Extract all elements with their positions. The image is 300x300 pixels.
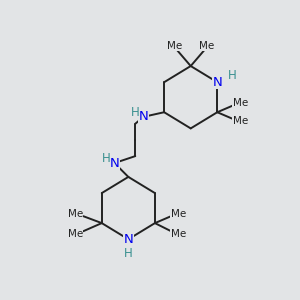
- Text: N: N: [124, 233, 133, 246]
- Text: N: N: [212, 76, 222, 89]
- Text: Me: Me: [167, 41, 182, 51]
- Text: Me: Me: [199, 41, 214, 51]
- Text: H: H: [130, 106, 139, 119]
- Text: Me: Me: [68, 209, 83, 219]
- Text: N: N: [110, 157, 119, 169]
- Text: Me: Me: [171, 209, 186, 219]
- Text: N: N: [139, 110, 148, 123]
- Text: H: H: [228, 69, 237, 82]
- Text: Me: Me: [171, 229, 186, 239]
- Text: Me: Me: [233, 116, 248, 127]
- Text: H: H: [102, 152, 110, 165]
- Text: H: H: [124, 247, 133, 260]
- Text: Me: Me: [233, 98, 248, 108]
- Text: Me: Me: [68, 229, 83, 239]
